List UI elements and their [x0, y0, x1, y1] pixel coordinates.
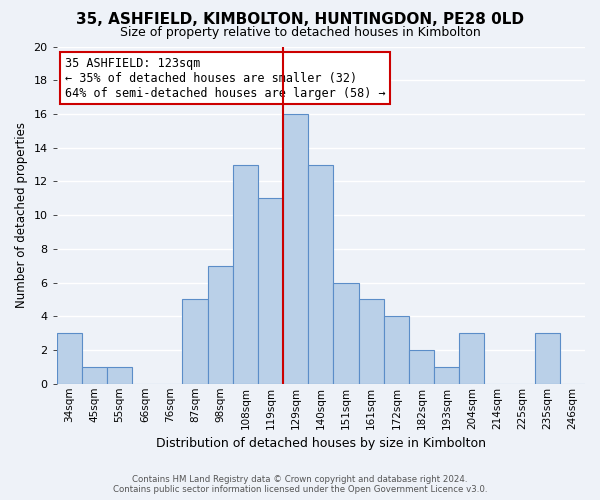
Bar: [107, 367, 132, 384]
Bar: [409, 350, 434, 384]
Bar: [82, 367, 107, 384]
Bar: [308, 164, 334, 384]
X-axis label: Distribution of detached houses by size in Kimbolton: Distribution of detached houses by size …: [156, 437, 486, 450]
Bar: [182, 300, 208, 384]
Bar: [459, 333, 484, 384]
Y-axis label: Number of detached properties: Number of detached properties: [15, 122, 28, 308]
Text: 35, ASHFIELD, KIMBOLTON, HUNTINGDON, PE28 0LD: 35, ASHFIELD, KIMBOLTON, HUNTINGDON, PE2…: [76, 12, 524, 28]
Bar: [334, 282, 359, 384]
Bar: [535, 333, 560, 384]
Bar: [208, 266, 233, 384]
Bar: [57, 333, 82, 384]
Text: Contains HM Land Registry data © Crown copyright and database right 2024.
Contai: Contains HM Land Registry data © Crown c…: [113, 474, 487, 494]
Text: 35 ASHFIELD: 123sqm
← 35% of detached houses are smaller (32)
64% of semi-detach: 35 ASHFIELD: 123sqm ← 35% of detached ho…: [65, 56, 385, 100]
Text: Size of property relative to detached houses in Kimbolton: Size of property relative to detached ho…: [119, 26, 481, 39]
Bar: [434, 367, 459, 384]
Bar: [233, 164, 258, 384]
Bar: [359, 300, 384, 384]
Bar: [258, 198, 283, 384]
Bar: [384, 316, 409, 384]
Bar: [283, 114, 308, 384]
